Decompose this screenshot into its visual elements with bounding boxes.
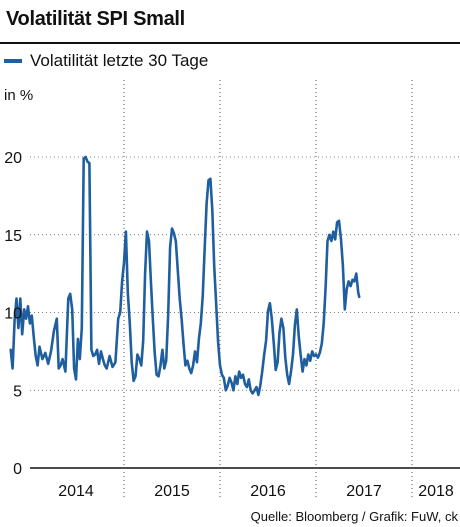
chart-title: Volatilität SPI Small — [6, 8, 185, 30]
legend-swatch — [4, 59, 22, 63]
y-tick-label: 15 — [4, 228, 22, 245]
x-tick-label: 2015 — [154, 483, 190, 500]
legend: Volatilität letzte 30 Tage — [4, 50, 208, 72]
x-tick-label: 2018 — [418, 483, 454, 500]
series-line — [9, 155, 361, 397]
legend-label: Volatilität letzte 30 Tage — [30, 51, 209, 70]
x-tick-label: 2017 — [346, 483, 382, 500]
x-tick-label: 2016 — [250, 483, 286, 500]
y-tick-label: 0 — [13, 461, 22, 478]
y-axis-unit-label: in % — [4, 87, 34, 104]
grid-layer — [30, 80, 460, 498]
x-tick-label: 2014 — [58, 483, 94, 500]
y-tick-label: 20 — [4, 150, 22, 167]
source-credit: Quelle: Bloomberg / Grafik: FuW, ck — [250, 509, 458, 524]
title-divider — [0, 42, 460, 44]
y-tick-label: 10 — [4, 306, 22, 323]
axis-layer: 0 5 10 15 20 2014 2015 2016 2017 2018 — [4, 150, 454, 500]
y-tick-label: 5 — [13, 383, 22, 400]
line-layer — [9, 155, 361, 397]
